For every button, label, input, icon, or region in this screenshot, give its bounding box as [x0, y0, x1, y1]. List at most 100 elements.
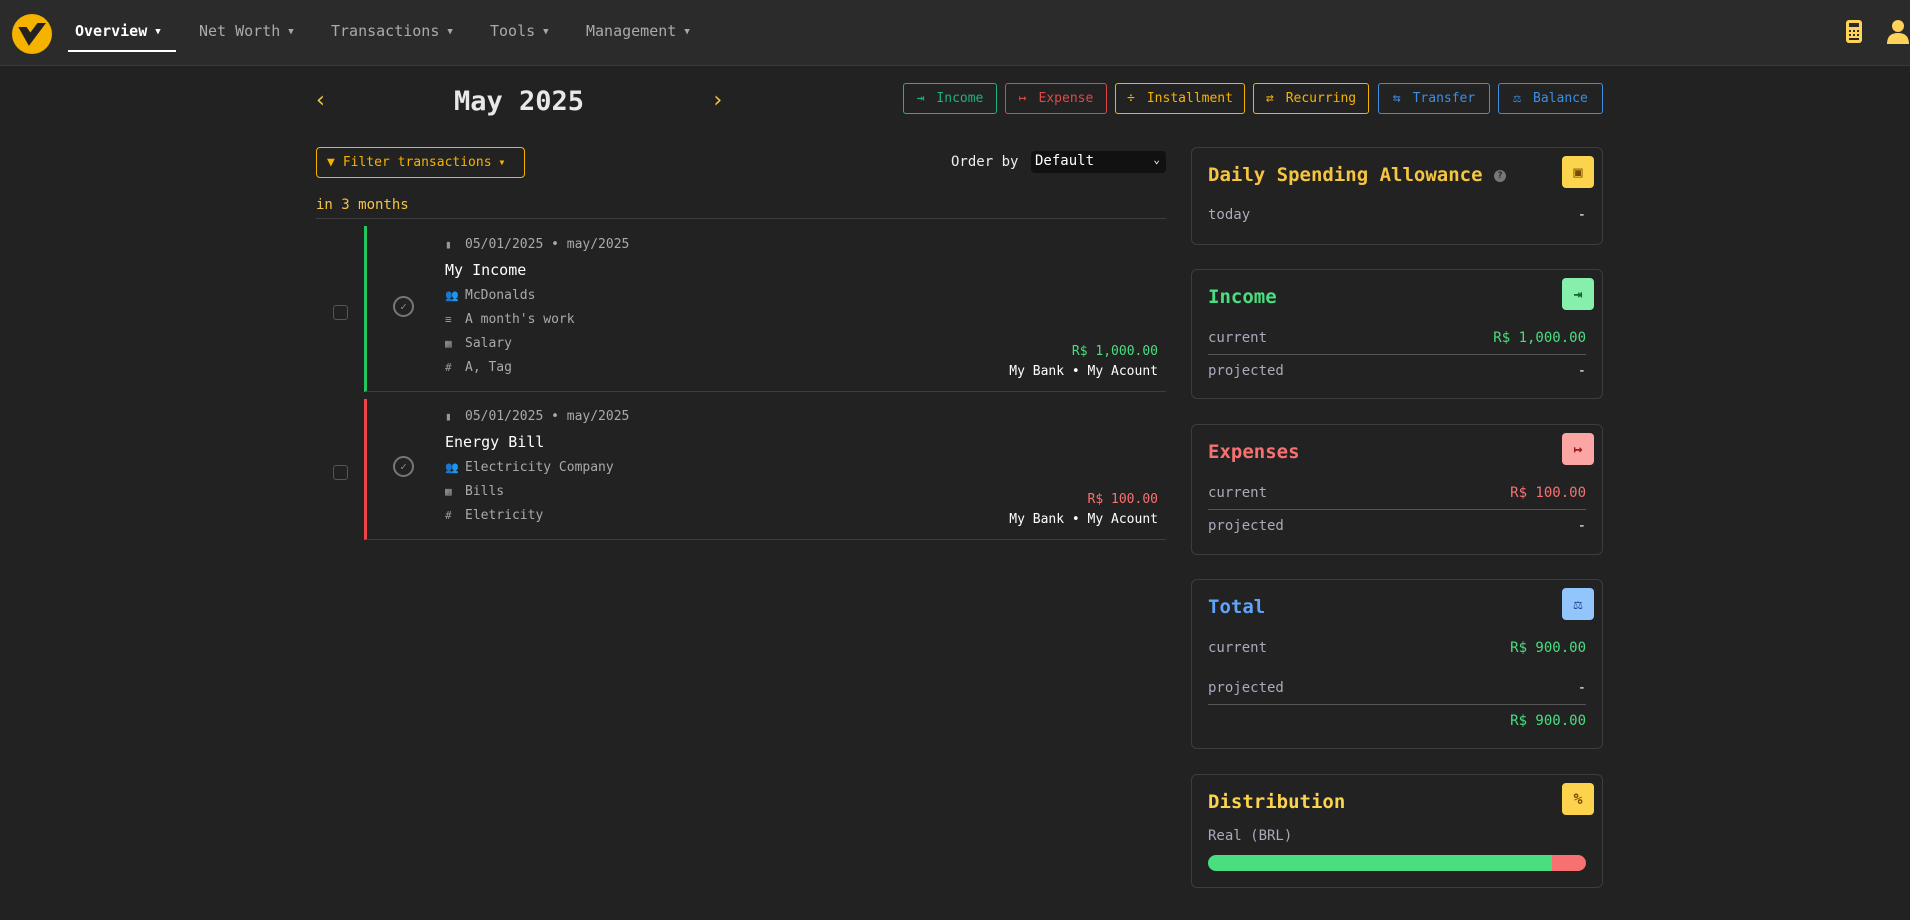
- card-title: Daily Spending Allowance ?: [1208, 164, 1506, 186]
- card-title: Expenses: [1208, 441, 1300, 463]
- card-title: Income: [1208, 286, 1277, 308]
- group-label: in 3 months: [316, 197, 409, 213]
- users-icon: 👥: [445, 289, 459, 302]
- row-label: projected: [1208, 363, 1284, 379]
- expense-icon: ↦: [1018, 91, 1027, 106]
- order-by-label: Order by: [951, 154, 1019, 170]
- row-label: current: [1208, 640, 1268, 656]
- description-text: A month's work: [465, 312, 575, 327]
- today-row: today -: [1208, 207, 1586, 223]
- income-icon: ⇥: [916, 91, 925, 106]
- divider: [1208, 354, 1586, 355]
- calendar-icon: ▣: [1562, 156, 1594, 188]
- percent-icon: %: [1562, 783, 1594, 815]
- transaction-description: ≡ A month's work: [445, 312, 575, 327]
- order-by-value: Default: [1035, 153, 1095, 169]
- card-title: Total: [1208, 596, 1266, 618]
- transaction-row[interactable]: ✓ ▮ 05/01/2025 • may/2025 My Income 👥 McDo…: [364, 226, 1166, 392]
- button-label: Installment: [1146, 91, 1233, 106]
- current-month: May 2025: [453, 86, 585, 117]
- current-row: current R$ 100.00: [1208, 485, 1586, 501]
- caret-down-icon: ▼: [288, 27, 294, 37]
- active-tab-indicator: [68, 50, 176, 52]
- repeat-icon: ⇄: [1265, 91, 1274, 106]
- card-title: Distribution: [1208, 791, 1346, 813]
- row-label: projected: [1208, 680, 1284, 696]
- projected-row: projected -: [1208, 363, 1586, 379]
- hash-icon: #: [445, 361, 452, 374]
- transaction-category: ▦ Bills: [445, 484, 504, 499]
- align-left-icon: ≡: [445, 313, 452, 326]
- help-icon[interactable]: ?: [1494, 169, 1506, 182]
- check-circle-icon[interactable]: ✓: [393, 456, 414, 477]
- add-transfer-button[interactable]: ⇆ Transfer: [1378, 83, 1490, 114]
- add-income-button[interactable]: ⇥ Income: [903, 83, 997, 114]
- filter-transactions-button[interactable]: ▼ Filter transactions ▼: [316, 147, 525, 178]
- check-circle-icon[interactable]: ✓: [393, 296, 414, 317]
- row-label: current: [1208, 485, 1268, 501]
- nav-transactions[interactable]: Transactions ▼: [331, 22, 453, 40]
- transaction-payee: 👥 Electricity Company: [445, 460, 614, 475]
- nav-label: Tools: [490, 22, 536, 40]
- projected-row: projected -: [1208, 680, 1586, 696]
- button-label: Recurring: [1285, 91, 1357, 106]
- transaction-account: My Bank • My Acount: [1009, 364, 1158, 379]
- distribution-bar: [1208, 855, 1586, 871]
- category-text: Bills: [465, 484, 505, 499]
- add-recurring-button[interactable]: ⇄ Recurring: [1253, 83, 1369, 114]
- button-label: Balance: [1533, 91, 1588, 106]
- payee-text: McDonalds: [465, 288, 536, 303]
- divide-icon: ÷: [1127, 91, 1135, 106]
- row-value: -: [1577, 518, 1586, 534]
- income-segment: [1208, 855, 1552, 871]
- transaction-amount: R$ 1,000.00: [1071, 344, 1158, 359]
- calendar-icon: ▮: [445, 410, 452, 423]
- nav-label: Net Worth: [199, 22, 281, 40]
- button-label: Transfer: [1412, 91, 1476, 106]
- transaction-amount: R$ 100.00: [1087, 492, 1158, 507]
- calendar-icon: ▮: [445, 238, 452, 251]
- payee-text: Electricity Company: [465, 460, 614, 475]
- card-title-text: Daily Spending Allowance: [1208, 164, 1483, 186]
- add-balance-button[interactable]: ⚖ Balance: [1498, 83, 1603, 114]
- nav-tools[interactable]: Tools ▼: [490, 22, 549, 40]
- user-icon[interactable]: [1886, 19, 1910, 48]
- category-text: Salary: [465, 336, 512, 351]
- nav-label: Management: [586, 22, 677, 40]
- transaction-checkbox[interactable]: [333, 305, 348, 320]
- transaction-checkbox[interactable]: [333, 465, 348, 480]
- divider: [1208, 509, 1586, 510]
- row-label: projected: [1208, 518, 1284, 534]
- nav-label: Transactions: [331, 22, 440, 40]
- calculator-icon[interactable]: [1845, 19, 1863, 48]
- nav-net-worth[interactable]: Net Worth ▼: [199, 22, 294, 40]
- transaction-date: ▮ 05/01/2025 • may/2025: [445, 409, 629, 424]
- sum-row: R$ 900.00: [1208, 713, 1586, 729]
- users-icon: 👥: [445, 461, 459, 474]
- add-installment-button[interactable]: ÷ Installment: [1115, 83, 1245, 114]
- add-expense-button[interactable]: ↦ Expense: [1005, 83, 1107, 114]
- app-logo[interactable]: [12, 14, 52, 54]
- transaction-tags: # Eletricity: [445, 508, 543, 523]
- transaction-account: My Bank • My Acount: [1009, 512, 1158, 527]
- divider: [1208, 704, 1586, 705]
- tags-text: A, Tag: [465, 360, 512, 375]
- row-value: -: [1577, 363, 1586, 379]
- nav-management[interactable]: Management ▼: [586, 22, 690, 40]
- transaction-category: ▦ Salary: [445, 336, 512, 351]
- nav-label: Overview: [75, 22, 148, 40]
- filter-label: Filter transactions: [342, 155, 492, 170]
- next-month-button[interactable]: ›: [711, 88, 725, 113]
- expense-segment: [1551, 855, 1586, 871]
- previous-month-button[interactable]: ‹: [314, 88, 328, 113]
- filter-icon: ▼: [327, 155, 335, 170]
- caret-down-icon: ▼: [684, 27, 690, 37]
- row-value: R$ 900.00: [1510, 713, 1586, 729]
- order-by-select[interactable]: Default ⌄: [1031, 151, 1166, 173]
- nav-overview[interactable]: Overview ▼: [75, 22, 161, 40]
- distribution-card: Distribution % Real (BRL): [1191, 774, 1603, 888]
- transaction-row[interactable]: ✓ ▮ 05/01/2025 • may/2025 Energy Bill 👥 El…: [364, 399, 1166, 540]
- scale-icon: ⚖: [1513, 91, 1522, 106]
- category-icon: ▦: [445, 485, 452, 498]
- date-text: 05/01/2025 • may/2025: [465, 237, 630, 252]
